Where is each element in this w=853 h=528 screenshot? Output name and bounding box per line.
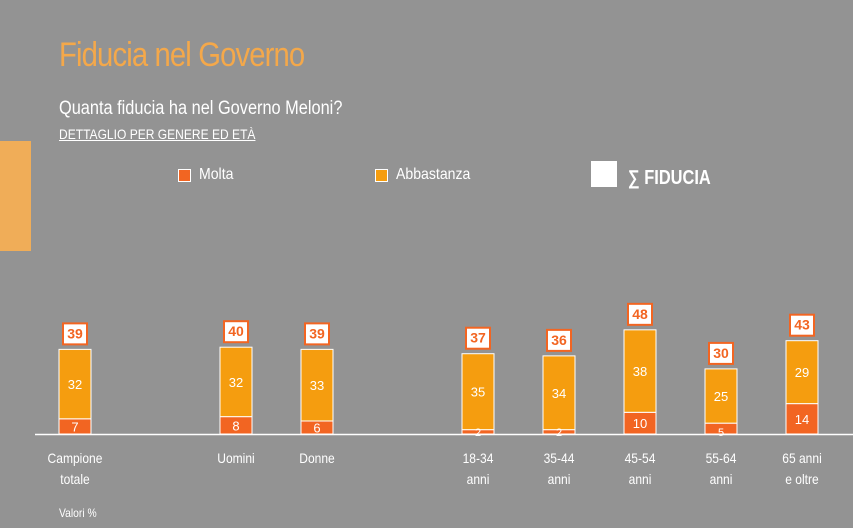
bar-abbastanza <box>58 348 92 420</box>
x-tick-label: Donne <box>299 450 335 466</box>
accent-block <box>0 141 31 251</box>
x-tick-label: Campione totale <box>47 450 103 487</box>
legend-swatch-molta <box>178 168 191 182</box>
total-label: 40 <box>228 323 244 339</box>
total-box <box>223 320 249 344</box>
total-label: 37 <box>470 330 486 346</box>
bar-molta <box>785 403 819 435</box>
data-label-molta: 2 <box>475 427 481 439</box>
total-box <box>465 326 491 350</box>
total-box <box>304 322 330 346</box>
legend-label-molta: Molta <box>199 166 234 183</box>
x-tick-label: 65 anni e oltre <box>782 450 822 487</box>
total-label: 30 <box>713 345 729 361</box>
bar-abbastanza <box>785 340 819 405</box>
bar-abbastanza <box>623 329 657 413</box>
total-box <box>708 341 734 365</box>
data-label-abbastanza: 32 <box>229 375 243 390</box>
legend-abbastanza: Abbastanza <box>375 166 481 184</box>
data-label-molta: 14 <box>795 412 809 427</box>
data-label-abbastanza: 25 <box>714 389 728 404</box>
data-label-abbastanza: 38 <box>633 364 647 379</box>
data-label-molta: 8 <box>232 418 239 433</box>
data-label-abbastanza: 32 <box>68 377 82 392</box>
chart-subtitle: Quanta fiducia ha nel Governo Meloni? <box>59 98 343 119</box>
x-tick-label: 45-54 anni <box>624 450 656 487</box>
total-box <box>627 302 653 326</box>
legend-molta: Molta <box>178 166 238 184</box>
data-label-abbastanza: 34 <box>552 386 566 401</box>
data-label-molta: 6 <box>313 420 320 435</box>
bar-abbastanza <box>300 348 334 422</box>
total-label: 39 <box>309 325 325 341</box>
data-label-abbastanza: 29 <box>795 365 809 380</box>
total-label: 39 <box>67 325 83 341</box>
data-label-abbastanza: 35 <box>471 385 485 400</box>
legend-total: ∑ FIDUCIA <box>591 157 729 190</box>
data-label-molta: 7 <box>71 419 78 434</box>
total-box <box>789 313 815 337</box>
bar-abbastanza <box>542 355 576 431</box>
legend-label-total: ∑ FIDUCIA <box>628 167 711 189</box>
x-tick-label: 35-44 anni <box>543 450 575 487</box>
total-label: 43 <box>794 317 810 333</box>
total-label: 48 <box>632 306 648 322</box>
legend-total-box <box>591 160 617 187</box>
data-label-abbastanza: 33 <box>310 378 324 393</box>
data-label-molta: 2 <box>556 427 562 439</box>
total-box <box>62 322 88 346</box>
x-tick-label: Uomini <box>217 450 255 466</box>
data-label-molta: 10 <box>633 416 647 431</box>
total-label: 36 <box>551 332 567 348</box>
bar-abbastanza <box>219 346 253 418</box>
legend-swatch-abbastanza <box>375 168 388 182</box>
total-box <box>546 328 572 352</box>
page-title: Fiducia nel Governo <box>59 36 305 74</box>
data-label-molta: 5 <box>718 427 724 439</box>
x-tick-label: 18-34 anni <box>462 450 494 487</box>
legend-label-abbastanza: Abbastanza <box>396 166 471 183</box>
detail-caption: DETTAGLIO PER GENERE ED ETÀ <box>59 126 256 142</box>
bar-abbastanza <box>704 368 738 424</box>
values-note: Valori % <box>59 506 97 520</box>
bar-abbastanza <box>461 353 495 431</box>
x-tick-label: 55-64 anni <box>705 450 737 487</box>
